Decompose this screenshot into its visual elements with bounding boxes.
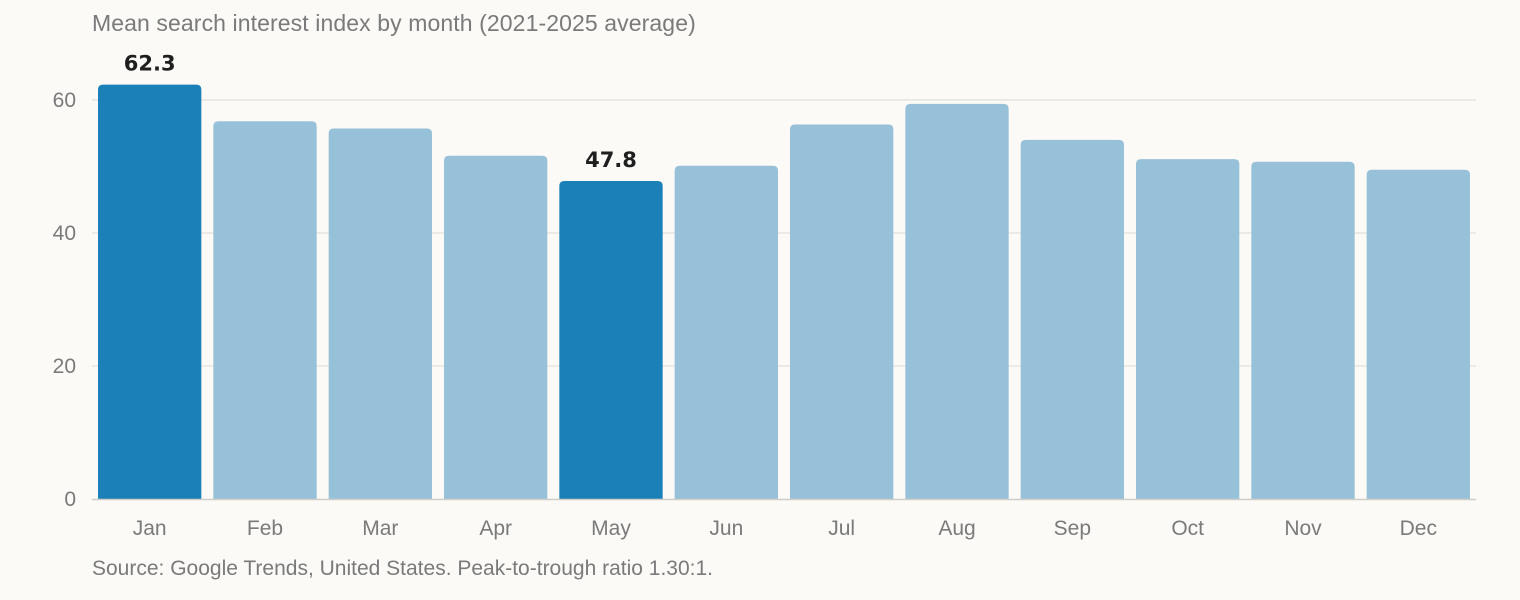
chart-source-note: Source: Google Trends, United States. Pe… — [92, 557, 714, 580]
data-label-jan: 62.3 — [124, 52, 176, 76]
bar-nov — [1251, 161, 1355, 499]
x-tick-label-dec: Dec — [1400, 517, 1437, 540]
x-tick-label-sep: Sep — [1054, 517, 1091, 540]
bar-oct — [1136, 159, 1240, 499]
bar-jun — [674, 165, 778, 499]
bar-jul — [790, 124, 894, 499]
bar-dec — [1366, 169, 1470, 499]
x-tick-label-jun: Jun — [709, 517, 743, 540]
y-tick-label-60: 60 — [53, 89, 76, 112]
y-tick-label-40: 40 — [53, 222, 76, 245]
x-tick-label-jan: Jan — [133, 517, 167, 540]
x-tick-label-jul: Jul — [828, 517, 855, 540]
bar-jan — [98, 84, 202, 500]
bar-mar — [328, 128, 432, 499]
x-tick-label-apr: Apr — [479, 517, 512, 540]
y-tick-label-0: 0 — [64, 488, 76, 511]
data-label-may: 47.8 — [585, 148, 637, 172]
bar-feb — [213, 121, 317, 499]
y-tick-label-20: 20 — [53, 355, 76, 378]
x-tick-label-mar: Mar — [362, 517, 398, 540]
bar-may — [559, 181, 663, 500]
bar-sep — [1020, 139, 1124, 499]
bar-aug — [905, 103, 1009, 500]
x-tick-label-may: May — [591, 517, 631, 540]
x-tick-label-feb: Feb — [247, 517, 283, 540]
x-tick-label-oct: Oct — [1171, 517, 1204, 540]
chart-title: Mean search interest index by month (202… — [92, 10, 696, 36]
x-tick-label-aug: Aug — [938, 517, 975, 540]
x-tick-label-nov: Nov — [1284, 517, 1322, 540]
bar-apr — [444, 155, 548, 500]
